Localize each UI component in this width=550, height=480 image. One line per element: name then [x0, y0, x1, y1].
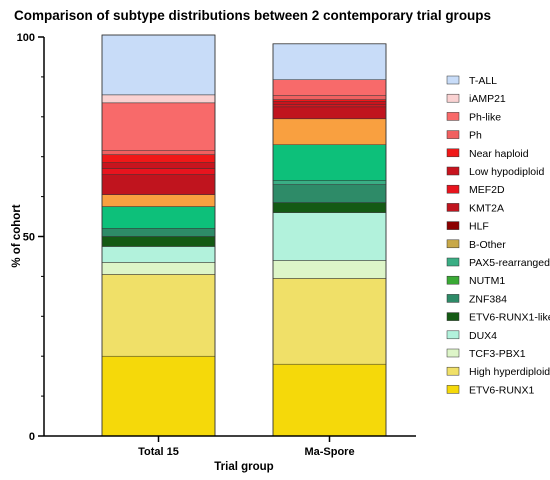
legend-label: ETV6-RUNX1	[469, 384, 535, 396]
bar-segment	[272, 106, 387, 120]
bar-segment	[272, 104, 387, 108]
bar-segment	[101, 236, 216, 247]
bar-segment	[101, 246, 216, 263]
bar-segment	[272, 202, 387, 213]
bar-segment	[272, 118, 387, 145]
bar-segment	[272, 43, 387, 80]
legend-swatch	[446, 348, 460, 358]
legend-swatch	[446, 184, 460, 194]
legend-label: ZNF384	[469, 293, 507, 305]
legend-label: Ph-like	[469, 111, 501, 123]
bars-group	[101, 34, 387, 437]
bar-segment	[272, 95, 387, 100]
legend-swatch	[446, 239, 460, 249]
legend-swatch	[446, 148, 460, 158]
bar-segment	[272, 144, 387, 181]
bar-segment	[101, 174, 216, 195]
bar-segment	[101, 168, 216, 175]
legend-label: PAX5-rearranged	[469, 257, 550, 269]
bar-segment	[101, 162, 216, 169]
legend: T-ALL iAMP21 Ph-like Ph Near haploid Low hypo…	[446, 75, 550, 396]
y-ticks-group: 0 50 100	[17, 32, 44, 443]
legend-swatch	[446, 203, 460, 212]
bar-segment	[101, 34, 216, 96]
y-tick-label: 0	[29, 431, 35, 443]
chart-title: Comparison of subtype distributions betw…	[14, 8, 491, 23]
y-tick-label: 100	[17, 32, 35, 44]
bar-segment	[101, 194, 216, 207]
bar-segment	[272, 79, 387, 96]
legend-label: KMT2A	[469, 202, 504, 214]
bar-segment	[272, 278, 387, 365]
bar-segment	[101, 102, 216, 151]
legend-swatch	[446, 275, 460, 285]
legend-label: Low hypodiploid	[469, 166, 544, 178]
legend-label: MEF2D	[469, 184, 505, 196]
legend-swatch	[446, 75, 460, 85]
legend-label: T-ALL	[469, 75, 497, 87]
legend-label: Ph	[469, 130, 482, 142]
bar-segment	[101, 274, 216, 357]
legend-swatch	[446, 221, 460, 230]
legend-label: B-Other	[469, 239, 506, 251]
x-tick-label: Ma-Spore	[304, 446, 354, 458]
bar-segment	[101, 94, 216, 104]
bar-segment	[101, 154, 216, 163]
bar-segment	[101, 228, 216, 237]
legend-swatch	[446, 312, 460, 321]
x-ticks-group: Total 15 Ma-Spore	[138, 436, 355, 458]
bar-segment	[272, 184, 387, 203]
legend-swatch	[446, 330, 460, 340]
legend-swatch	[446, 93, 460, 103]
y-tick-label: 50	[23, 232, 35, 244]
bar-segment	[272, 212, 387, 261]
bar-segment	[101, 150, 216, 155]
legend-swatch	[446, 166, 460, 176]
bar-segment	[101, 355, 216, 437]
x-axis-title: Trial group	[214, 461, 273, 473]
legend-label: NUTM1	[469, 275, 505, 287]
x-tick-label: Total 15	[138, 446, 179, 458]
bar-segment	[101, 206, 216, 229]
legend-swatch	[446, 385, 460, 394]
bar-segment	[272, 180, 387, 185]
legend-swatch	[446, 257, 460, 267]
legend-label: High hyperdiploid	[469, 366, 550, 378]
legend-swatch	[446, 130, 460, 139]
legend-label: HLF	[469, 221, 489, 233]
bar-segment	[272, 363, 387, 437]
legend-label: iAMP21	[469, 93, 506, 105]
legend-swatch	[446, 294, 460, 303]
legend-label: TCF3-PBX1	[469, 348, 526, 360]
y-axis-title: % of cohort	[11, 204, 23, 267]
bar-segment	[101, 262, 216, 275]
legend-label: DUX4	[469, 330, 497, 342]
legend-label: Near haploid	[469, 148, 529, 160]
legend-swatch	[446, 112, 460, 121]
legend-label: ETV6-RUNX1-like	[469, 312, 550, 324]
legend-swatch	[446, 366, 460, 376]
bar-segment	[272, 101, 387, 106]
bar-segment	[272, 99, 387, 102]
bar-segment	[272, 260, 387, 279]
